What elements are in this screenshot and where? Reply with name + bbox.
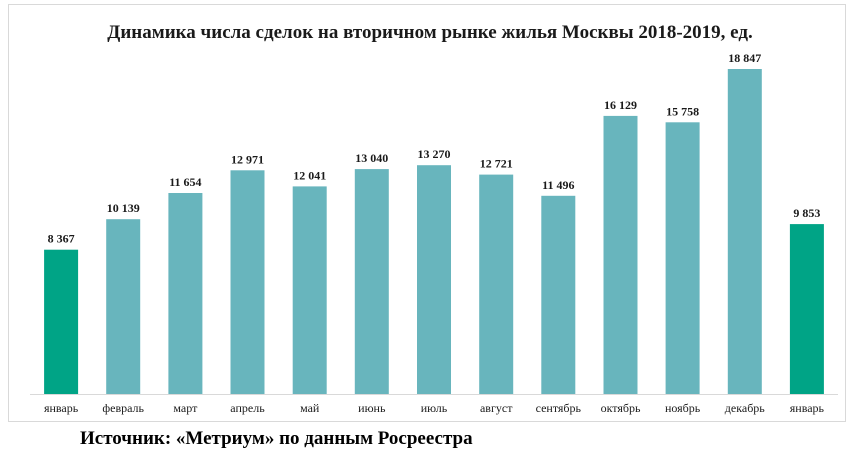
x-tick-label-2: март bbox=[173, 401, 198, 415]
bar-6 bbox=[417, 165, 451, 394]
x-tick-label-1: февраль bbox=[102, 401, 144, 415]
source-note: Источник: «Метриум» по данным Росреестра bbox=[80, 428, 473, 449]
bar-5 bbox=[354, 169, 389, 394]
bar-2 bbox=[168, 193, 203, 394]
data-label-12: 9 853 bbox=[793, 206, 820, 220]
x-tick-label-7: август bbox=[480, 401, 513, 415]
data-label-1: 10 139 bbox=[107, 201, 140, 215]
x-tick-label-4: май bbox=[300, 401, 320, 415]
x-tick-label-12: январь bbox=[790, 401, 825, 415]
chart-title: Динамика числа сделок на вторичном рынке… bbox=[107, 22, 753, 43]
data-label-11: 18 847 bbox=[728, 51, 761, 65]
x-tick-label-11: декабрь bbox=[725, 401, 766, 415]
x-tick-label-9: октябрь bbox=[601, 401, 641, 415]
data-label-9: 16 129 bbox=[604, 98, 637, 112]
x-tick-label-10: ноябрь bbox=[665, 401, 701, 415]
data-label-0: 8 367 bbox=[48, 232, 75, 246]
bar-7 bbox=[479, 174, 514, 394]
x-tick-label-3: апрель bbox=[230, 401, 265, 415]
bar-11 bbox=[727, 69, 762, 394]
data-label-8: 11 496 bbox=[542, 178, 574, 192]
bar-10 bbox=[665, 122, 700, 395]
bar-0 bbox=[44, 249, 79, 394]
data-label-10: 15 758 bbox=[666, 104, 699, 118]
x-tick-label-5: июнь bbox=[358, 401, 386, 415]
bar-3 bbox=[230, 170, 265, 394]
bar-12 bbox=[789, 224, 824, 394]
bar-1 bbox=[106, 219, 141, 394]
data-label-7: 12 721 bbox=[480, 157, 513, 171]
bar-9 bbox=[603, 115, 638, 395]
data-label-3: 12 971 bbox=[231, 152, 264, 166]
bar-4 bbox=[292, 186, 327, 394]
bar-8 bbox=[541, 195, 576, 394]
data-label-2: 11 654 bbox=[169, 175, 201, 189]
x-tick-label-0: январь bbox=[44, 401, 79, 415]
data-label-6: 13 270 bbox=[418, 147, 451, 161]
data-label-4: 12 041 bbox=[293, 168, 326, 182]
data-label-5: 13 040 bbox=[355, 151, 388, 165]
x-tick-label-8: сентябрь bbox=[536, 401, 582, 415]
x-tick-label-6: июль bbox=[421, 401, 448, 415]
